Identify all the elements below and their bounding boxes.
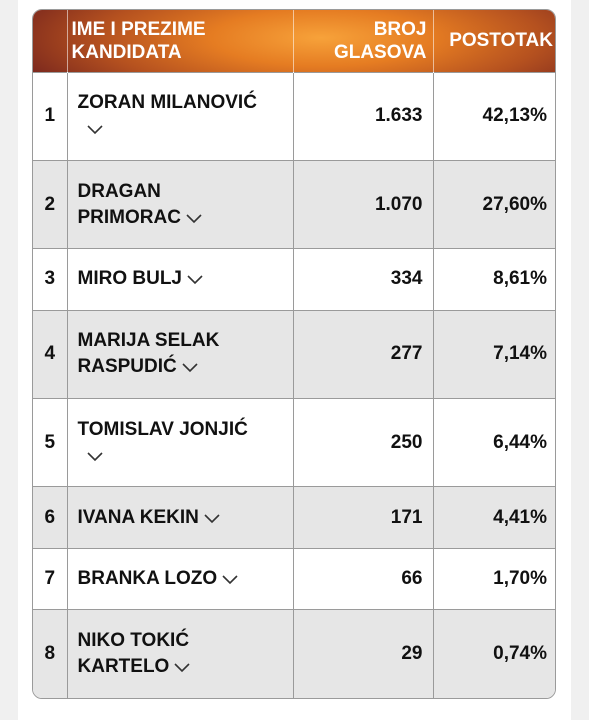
table-row: 5 TOMISLAV JONJIĆ 250 6,44% (33, 398, 555, 487)
candidate-name: BRANKA LOZO (77, 567, 218, 589)
vote-count-cell: 29 (292, 609, 433, 698)
percentage-cell: 4,41% (432, 486, 555, 549)
header-candidate-name: IME I PREZIME KANDIDATA (66, 10, 293, 72)
percentage-cell: 7,14% (432, 309, 555, 399)
election-results-table: IME I PREZIME KANDIDATA BROJ GLASOVA POS… (32, 9, 556, 699)
candidate-name: IVANA KEKIN (77, 506, 199, 528)
header-rank (33, 10, 67, 72)
candidate-name: ZORAN MILANOVIĆ (77, 92, 257, 114)
percentage-cell: 6,44% (432, 398, 555, 487)
candidate-name: TOMISLAV JONJIĆ (77, 418, 248, 440)
table-header-row: IME I PREZIME KANDIDATA BROJ GLASOVA POS… (33, 10, 555, 72)
candidate-name: MIRO BULJ (77, 268, 183, 290)
rank-cell: 5 (33, 398, 67, 487)
rank-cell: 8 (33, 609, 67, 698)
candidate-name-cell[interactable]: NIKO TOKIĆ KARTELO (66, 609, 293, 698)
vote-count-cell: 334 (292, 248, 433, 311)
chevron-down-icon[interactable] (221, 573, 239, 585)
percentage-cell: 0,74% (432, 609, 555, 698)
rank-cell: 6 (33, 486, 67, 549)
rank-cell: 7 (33, 547, 67, 610)
chevron-down-icon[interactable] (181, 361, 199, 373)
chevron-down-icon[interactable] (185, 212, 203, 224)
table-row: 6 IVANA KEKIN 171 4,41% (33, 486, 555, 549)
chevron-down-icon[interactable] (203, 512, 221, 524)
candidate-name-cell[interactable]: MARIJA SELAK RASPUDIĆ (66, 309, 293, 399)
header-percentage: POSTOTAK (432, 10, 555, 72)
results-table: IME I PREZIME KANDIDATA BROJ GLASOVA POS… (33, 10, 555, 698)
percentage-cell: 1,70% (432, 547, 555, 610)
vote-count-cell: 171 (292, 486, 433, 549)
candidate-name-line1: DRAGAN (77, 180, 161, 202)
chevron-down-icon[interactable] (86, 450, 104, 462)
vote-count-cell: 66 (292, 547, 433, 610)
chevron-down-icon[interactable] (173, 661, 191, 673)
vote-count-cell: 1.070 (292, 159, 433, 249)
candidate-name-line1: NIKO TOKIĆ (77, 630, 190, 652)
candidate-name-line2: KARTELO (77, 656, 170, 678)
candidate-name-cell[interactable]: BRANKA LOZO (66, 547, 293, 610)
vote-count-cell: 250 (292, 398, 433, 487)
candidate-name-line2: RASPUDIĆ (77, 356, 177, 378)
percentage-cell: 42,13% (432, 71, 555, 161)
percentage-cell: 27,60% (432, 159, 555, 249)
rank-cell: 2 (33, 159, 67, 249)
table-row: 7 BRANKA LOZO 66 1,70% (33, 547, 555, 610)
header-vote-count: BROJ GLASOVA (292, 10, 433, 72)
candidate-name-cell[interactable]: MIRO BULJ (66, 248, 293, 311)
table-row: 3 MIRO BULJ 334 8,61% (33, 248, 555, 311)
table-row: 4 MARIJA SELAK RASPUDIĆ 277 7,14% (33, 309, 555, 399)
vote-count-cell: 1.633 (292, 71, 433, 161)
candidate-name-cell[interactable]: DRAGAN PRIMORAC (66, 159, 293, 249)
table-row: 1 ZORAN MILANOVIĆ 1.633 42,13% (33, 71, 555, 161)
candidate-name-cell[interactable]: IVANA KEKIN (66, 486, 293, 549)
rank-cell: 4 (33, 309, 67, 399)
rank-cell: 1 (33, 71, 67, 161)
table-row: 2 DRAGAN PRIMORAC 1.070 27,60% (33, 159, 555, 249)
candidate-name-line2: PRIMORAC (77, 206, 181, 228)
table-row: 8 NIKO TOKIĆ KARTELO 29 0,74% (33, 609, 555, 698)
chevron-down-icon[interactable] (86, 123, 104, 135)
vote-count-cell: 277 (292, 309, 433, 399)
chevron-down-icon[interactable] (186, 273, 204, 285)
percentage-cell: 8,61% (432, 248, 555, 311)
rank-cell: 3 (33, 248, 67, 311)
candidate-name-cell[interactable]: TOMISLAV JONJIĆ (66, 398, 293, 487)
candidate-name-cell[interactable]: ZORAN MILANOVIĆ (66, 71, 293, 161)
candidate-name-line1: MARIJA SELAK (77, 330, 220, 352)
